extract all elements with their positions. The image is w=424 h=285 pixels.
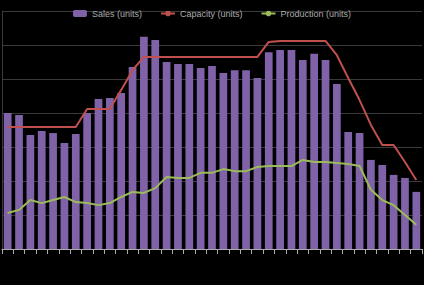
svg-text:Production (units): Production (units) [281,9,352,19]
svg-text:Sales (units): Sales (units) [92,9,142,19]
svg-text:Capacity (units): Capacity (units) [180,9,243,19]
